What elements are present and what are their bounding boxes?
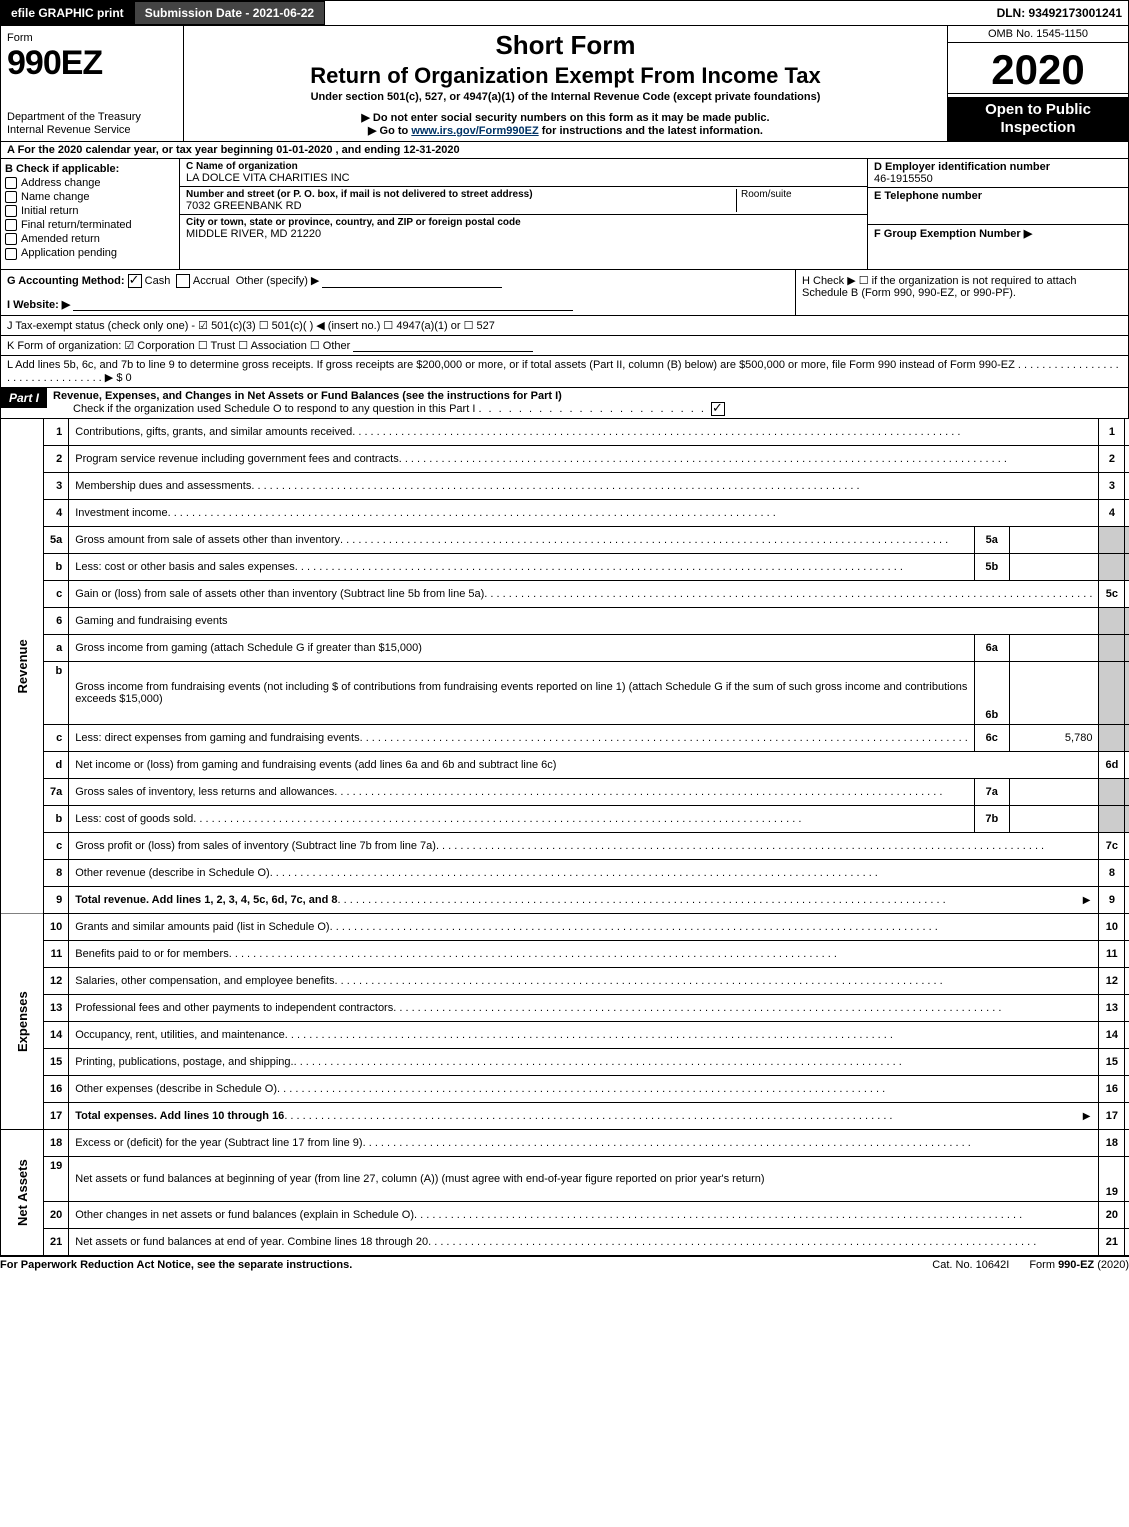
room-suite: Room/suite (736, 189, 861, 212)
header-right: OMB No. 1545-1150 2020 Open to Public In… (947, 26, 1128, 141)
efile-print-button[interactable]: efile GRAPHIC print (1, 1, 134, 25)
part-1-header: Part I Revenue, Expenses, and Changes in… (0, 388, 1129, 419)
chk-amended-return[interactable] (5, 233, 17, 245)
telephone-label: E Telephone number (874, 190, 982, 202)
chk-cash[interactable] (128, 274, 142, 288)
group-exemption-label: F Group Exemption Number ▶ (874, 228, 1032, 240)
omb-number: OMB No. 1545-1150 (948, 26, 1128, 43)
subtitle-1: Under section 501(c), 527, or 4947(a)(1)… (194, 91, 937, 103)
address-label: Number and street (or P. O. box, if mail… (186, 189, 736, 200)
box-b: B Check if applicable: Address change Na… (1, 159, 180, 269)
subtitle-3: ▶ Go to www.irs.gov/Form990EZ for instru… (194, 124, 937, 137)
department-label: Department of the Treasury Internal Reve… (7, 111, 177, 137)
form-header: Form 990EZ Department of the Treasury In… (0, 26, 1129, 142)
short-form-title: Short Form (194, 30, 937, 61)
box-c: C Name of organization LA DOLCE VITA CHA… (180, 159, 867, 269)
open-public-badge: Open to Public Inspection (948, 97, 1128, 141)
subtitle-2: ▶ Do not enter social security numbers o… (194, 111, 937, 124)
chk-initial-return[interactable] (5, 205, 17, 217)
chk-name-change[interactable] (5, 191, 17, 203)
chk-accrual[interactable] (176, 274, 190, 288)
city-value: MIDDLE RIVER, MD 21220 (186, 228, 321, 240)
tax-year: 2020 (948, 47, 1128, 94)
page-footer: For Paperwork Reduction Act Notice, see … (0, 1256, 1129, 1271)
row-i: I Website: ▶ (7, 298, 789, 311)
org-name-label: C Name of organization (186, 161, 861, 172)
box-de: D Employer identification number 46-1915… (867, 159, 1128, 269)
chk-application-pending[interactable] (5, 248, 17, 260)
row-j: J Tax-exempt status (check only one) - ☑… (0, 316, 1129, 336)
irs-link[interactable]: www.irs.gov/Form990EZ (411, 125, 538, 137)
entity-block: B Check if applicable: Address change Na… (0, 159, 1129, 270)
ein-label: D Employer identification number (874, 161, 1050, 173)
top-bar: efile GRAPHIC print Submission Date - 20… (0, 0, 1129, 26)
header-center: Short Form Return of Organization Exempt… (184, 26, 947, 141)
sidebar-expenses: Expenses (1, 914, 44, 1130)
address-value: 7032 GREENBANK RD (186, 200, 302, 212)
row-a-tax-year: A For the 2020 calendar year, or tax yea… (0, 142, 1129, 159)
footer-center: Cat. No. 10642I (912, 1259, 1029, 1271)
ein-value: 46-1915550 (874, 173, 933, 185)
org-name-value: LA DOLCE VITA CHARITIES INC (186, 172, 350, 184)
part-1-title: Revenue, Expenses, and Changes in Net As… (53, 390, 562, 402)
row-h: H Check ▶ ☐ if the organization is not r… (795, 270, 1128, 315)
city-label: City or town, state or province, country… (186, 217, 861, 228)
footer-right: Form 990-EZ (2020) (1029, 1259, 1129, 1271)
part-1-table: Revenue 1 Contributions, gifts, grants, … (0, 419, 1129, 1256)
submission-date: Submission Date - 2021-06-22 (134, 1, 325, 25)
chk-schedule-o[interactable] (711, 402, 725, 416)
part-1-check-line: Check if the organization used Schedule … (73, 403, 725, 415)
main-title: Return of Organization Exempt From Incom… (194, 63, 937, 89)
form-label: Form (7, 32, 33, 44)
footer-left: For Paperwork Reduction Act Notice, see … (0, 1259, 912, 1271)
section-gh: G Accounting Method: Cash Accrual Other … (0, 270, 1129, 316)
box-b-title: B Check if applicable: (5, 163, 175, 175)
dln-label: DLN: 93492173001241 (997, 6, 1128, 20)
chk-final-return[interactable] (5, 219, 17, 231)
row-k: K Form of organization: ☑ Corporation ☐ … (0, 336, 1129, 356)
sidebar-revenue: Revenue (1, 419, 44, 914)
row-l: L Add lines 5b, 6c, and 7b to line 9 to … (0, 356, 1129, 388)
chk-address-change[interactable] (5, 177, 17, 189)
sidebar-net-assets: Net Assets (1, 1130, 44, 1256)
header-left: Form 990EZ Department of the Treasury In… (1, 26, 184, 141)
part-1-label: Part I (1, 388, 47, 408)
row-g: G Accounting Method: Cash Accrual Other … (7, 274, 789, 288)
form-number: 990EZ (7, 44, 102, 82)
